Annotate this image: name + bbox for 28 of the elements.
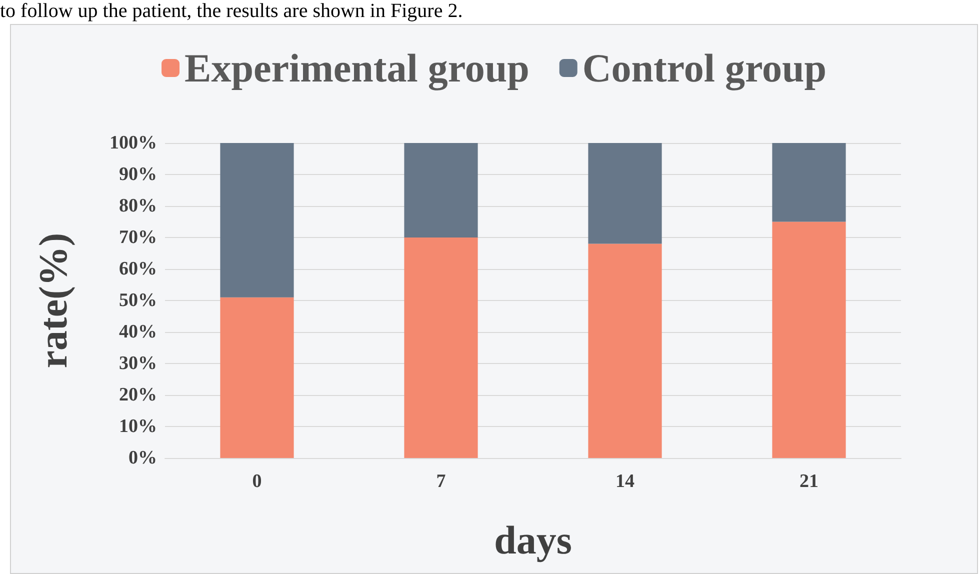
y-tick-label: 10%	[119, 416, 157, 437]
y-tick-label: 50%	[119, 290, 157, 311]
y-tick-label: 70%	[119, 227, 157, 248]
y-tick-label: 0%	[128, 448, 157, 468]
legend-label: Control group	[582, 46, 826, 90]
x-tick-label: 21	[800, 471, 818, 492]
text: to follow up the patient, the results are shown in Figure 2.	[0, 0, 463, 22]
y-axis-title: rate(%)	[30, 232, 76, 368]
x-tick-label: 14	[616, 471, 635, 492]
bar	[220, 297, 294, 458]
bar	[772, 222, 846, 458]
bar	[404, 143, 478, 238]
y-tick-label: 60%	[119, 258, 157, 280]
bar	[772, 143, 846, 222]
legend-label: Experimental group	[184, 46, 530, 90]
x-tick-label: 7	[436, 471, 446, 492]
bar	[404, 238, 478, 458]
y-tick-label: 20%	[119, 384, 157, 406]
y-tick-label: 30%	[119, 353, 157, 374]
x-tick-label: 0	[252, 471, 262, 492]
bar	[588, 244, 662, 458]
y-tick-label: 40%	[119, 322, 157, 342]
y-tick-label: 80%	[119, 196, 157, 216]
bar	[220, 143, 294, 298]
bar	[588, 143, 662, 244]
y-tick-label: 90%	[119, 164, 157, 185]
y-tick-label: 100%	[110, 132, 157, 154]
x-axis-title: days	[494, 518, 572, 562]
